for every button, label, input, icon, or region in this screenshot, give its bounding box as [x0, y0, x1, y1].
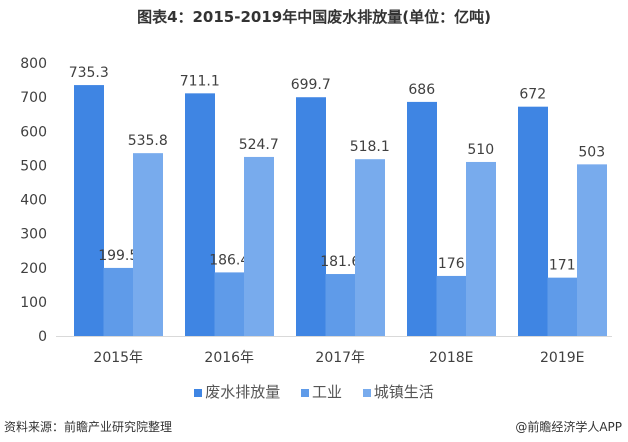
bar: [214, 272, 245, 336]
data-label: 176: [438, 256, 465, 272]
data-label: 735.3: [69, 65, 109, 81]
bar: [133, 153, 163, 336]
legend-swatch: [300, 388, 309, 397]
y-tick-label: 500: [20, 158, 47, 174]
data-label: 186.4: [209, 252, 249, 268]
data-label: 699.7: [291, 77, 331, 93]
y-tick-label: 300: [20, 227, 47, 243]
data-label: 524.7: [239, 137, 279, 153]
data-label: 711.1: [180, 73, 220, 89]
legend-swatch: [194, 388, 203, 397]
legend-item-industry: 工业: [300, 381, 342, 402]
source-note: 资料来源：前瞻产业研究院整理: [4, 420, 173, 434]
y-tick-label: 800: [20, 56, 47, 72]
data-label: 535.8: [128, 133, 168, 149]
bar: [244, 156, 274, 336]
bar: [577, 164, 607, 336]
data-label: 518.1: [350, 139, 390, 155]
data-label: 672: [519, 87, 546, 103]
legend-label: 废水排放量: [205, 383, 281, 401]
legend-label: 城镇生活: [373, 383, 434, 401]
data-label: 503: [578, 144, 605, 160]
bar: [436, 275, 467, 336]
bar: [466, 161, 496, 336]
legend-item-urban: 城镇生活: [362, 381, 434, 402]
data-label: 181.6: [320, 254, 360, 270]
data-label: 686: [408, 82, 435, 98]
legend-item-wastewater: 废水排放量: [194, 381, 280, 402]
y-tick-label: 600: [20, 124, 47, 140]
bar: [185, 93, 215, 336]
bar: [518, 106, 548, 337]
bar: [547, 277, 578, 336]
bar: [296, 97, 326, 336]
x-tick-label: 2015年: [93, 350, 143, 366]
bar: [407, 101, 437, 336]
x-tick-label: 2017年: [315, 350, 365, 366]
y-tick-label: 200: [20, 261, 47, 277]
bar-chart: 0 100 200 300 400 500 600 700 800 735.3 199.5 535.8…: [20, 56, 612, 366]
legend: 废水排放量 工业 城镇生活: [0, 381, 628, 402]
y-tick-label: 100: [20, 295, 47, 311]
bar: [355, 159, 385, 336]
y-tick-label: 700: [20, 90, 47, 106]
chart-title: 图表4：2015-2019年中国废水排放量(单位：亿吨): [137, 8, 491, 26]
credit: @前瞻经济学人APP: [515, 420, 622, 434]
bar: [325, 274, 356, 336]
data-label: 171: [549, 258, 576, 274]
x-tick-label: 2019E: [540, 350, 584, 366]
bar: [103, 267, 134, 336]
x-tick-label: 2018E: [429, 350, 473, 366]
data-label: 199.5: [98, 248, 138, 264]
bar: [74, 85, 104, 336]
x-tick-label: 2016年: [204, 350, 254, 366]
y-tick-label: 400: [20, 193, 47, 209]
y-tick-label: 0: [38, 329, 47, 345]
data-label: 510: [467, 142, 494, 158]
legend-swatch: [362, 388, 371, 397]
legend-label: 工业: [311, 383, 342, 401]
